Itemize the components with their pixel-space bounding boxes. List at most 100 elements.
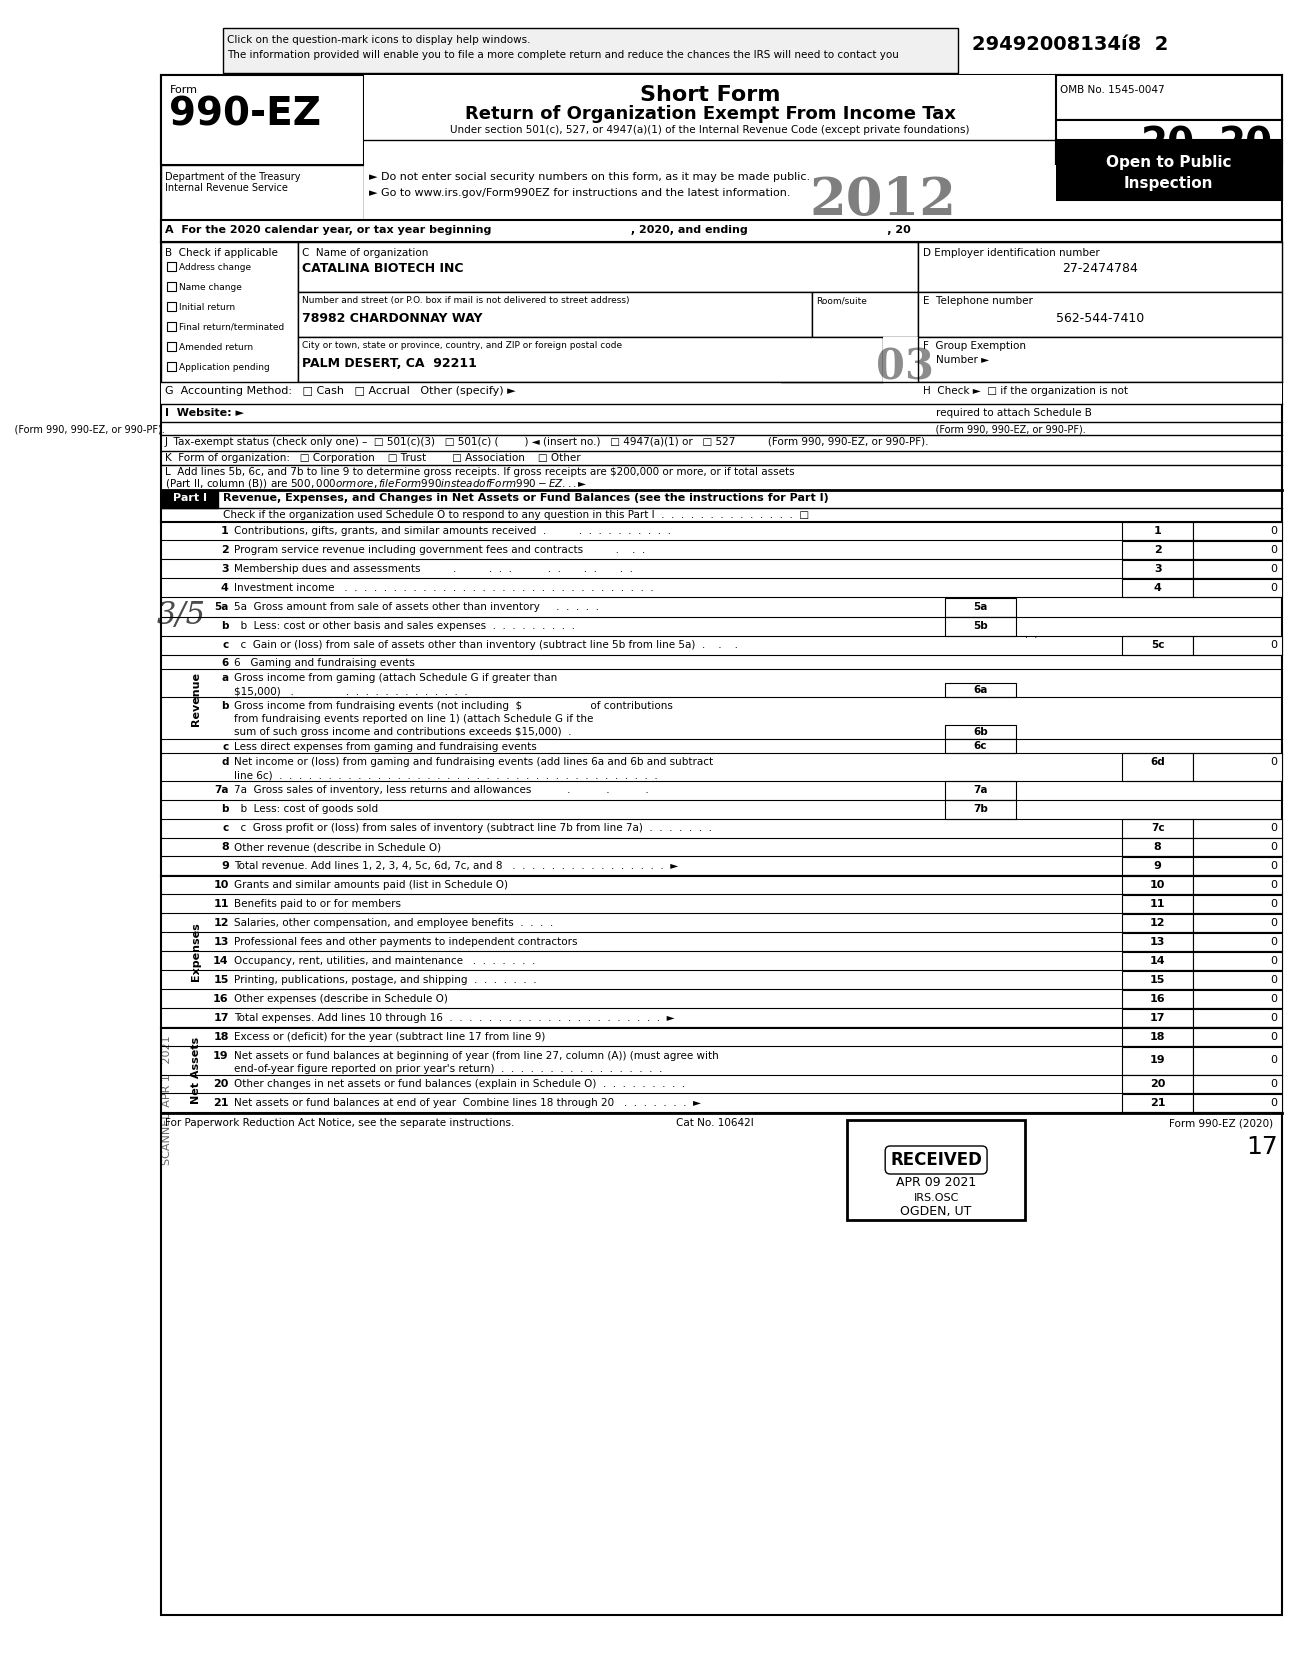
Text: 1: 1 xyxy=(1153,526,1161,536)
Text: Net income or (loss) from gaming and fundraising events (add lines 6a and 6b and: Net income or (loss) from gaming and fun… xyxy=(235,758,713,767)
Text: 5b: 5b xyxy=(973,620,988,630)
Text: 0: 0 xyxy=(1270,1012,1278,1024)
Bar xyxy=(945,801,1016,819)
Bar xyxy=(1194,637,1282,655)
Bar xyxy=(1122,991,1194,1007)
Bar xyxy=(161,490,218,508)
Text: Open to Public
Inspection: Open to Public Inspection xyxy=(1105,155,1231,190)
Text: Application pending: Application pending xyxy=(179,362,270,372)
Bar xyxy=(161,220,1282,241)
Bar xyxy=(364,165,1056,220)
Text: CATALINA BIOTECH INC: CATALINA BIOTECH INC xyxy=(302,261,464,275)
Bar xyxy=(1122,877,1194,895)
Text: .  .: . . xyxy=(1025,630,1037,640)
Text: 78982 CHARDONNAY WAY: 78982 CHARDONNAY WAY xyxy=(302,313,483,324)
Bar xyxy=(1194,1075,1282,1093)
Text: b: b xyxy=(222,701,229,711)
Bar xyxy=(1194,839,1282,857)
Bar xyxy=(1194,819,1282,839)
Bar xyxy=(1194,857,1282,875)
Text: b: b xyxy=(222,620,229,630)
Bar xyxy=(167,303,176,311)
Text: 14: 14 xyxy=(1150,956,1165,966)
Text: Professional fees and other payments to independent contractors: Professional fees and other payments to … xyxy=(235,938,578,948)
Text: 9: 9 xyxy=(1153,862,1161,872)
Text: Return of Organization Exempt From Income Tax: Return of Organization Exempt From Incom… xyxy=(465,104,955,122)
Bar xyxy=(1056,121,1282,165)
Text: (Form 990, 990-EZ, or 990-PF).: (Form 990, 990-EZ, or 990-PF). xyxy=(3,425,165,435)
Text: J  Tax-exempt status (check only one) –  □ 501(c)(3)   □ 501(c) (        ) ◄ (in: J Tax-exempt status (check only one) – □… xyxy=(165,437,929,447)
Bar xyxy=(945,683,1016,696)
Text: 8: 8 xyxy=(222,842,229,852)
Text: PALM DESERT, CA  92211: PALM DESERT, CA 92211 xyxy=(302,357,477,370)
Text: 11: 11 xyxy=(214,900,229,910)
Text: H  Check ►  □ if the organization is not: H Check ► □ if the organization is not xyxy=(923,385,1128,395)
Text: 17: 17 xyxy=(1150,1012,1165,1024)
Text: 0: 0 xyxy=(1270,956,1278,966)
Text: c: c xyxy=(223,640,229,650)
Text: 6a: 6a xyxy=(973,685,988,695)
Text: 2: 2 xyxy=(222,546,229,556)
Text: 27-2474784: 27-2474784 xyxy=(1063,261,1138,275)
Text: Revenue: Revenue xyxy=(191,672,201,726)
Bar xyxy=(1056,141,1282,200)
Text: Net assets or fund balances at beginning of year (from line 27, column (A)) (mus: Net assets or fund balances at beginning… xyxy=(235,1050,719,1060)
Text: 2: 2 xyxy=(1153,546,1161,556)
Text: 4: 4 xyxy=(1153,582,1161,594)
Text: b  Less: cost or other basis and sales expenses  .  .  .  .  .  .  .  .  .: b Less: cost or other basis and sales ex… xyxy=(235,620,575,630)
Text: Internal Revenue Service: Internal Revenue Service xyxy=(165,184,288,194)
Text: 14: 14 xyxy=(213,956,229,966)
Text: Check if the organization used Schedule O to respond to any question in this Par: Check if the organization used Schedule … xyxy=(223,509,809,519)
Text: 13: 13 xyxy=(1150,938,1165,948)
Text: 0: 0 xyxy=(1270,1032,1278,1042)
Text: 6c: 6c xyxy=(973,741,988,751)
Text: 0: 0 xyxy=(1270,842,1278,852)
Bar xyxy=(1056,74,1282,121)
Text: 7a  Gross sales of inventory, less returns and allowances           .           : 7a Gross sales of inventory, less return… xyxy=(235,786,649,796)
Bar xyxy=(167,261,176,271)
Text: Under section 501(c), 527, or 4947(a)(1) of the Internal Revenue Code (except pr: Under section 501(c), 527, or 4947(a)(1)… xyxy=(450,126,969,136)
Text: 10: 10 xyxy=(214,880,229,890)
Text: Other changes in net assets or fund balances (explain in Schedule O)  .  .  .  .: Other changes in net assets or fund bala… xyxy=(235,1078,686,1088)
Text: 16: 16 xyxy=(213,994,229,1004)
Bar xyxy=(1194,971,1282,989)
Text: 7c: 7c xyxy=(1151,824,1165,834)
Bar xyxy=(919,241,1282,293)
Text: 12: 12 xyxy=(1150,918,1165,928)
Bar xyxy=(1194,1009,1282,1027)
Text: c  Gain or (loss) from sale of assets other than inventory (subtract line 5b fro: c Gain or (loss) from sale of assets oth… xyxy=(235,640,739,650)
Text: required to attach Schedule B: required to attach Schedule B xyxy=(923,409,1091,418)
Text: 1: 1 xyxy=(222,526,229,536)
Text: 0: 0 xyxy=(1270,862,1278,872)
Text: Department of the Treasury: Department of the Treasury xyxy=(165,172,301,182)
Text: Name change: Name change xyxy=(179,283,242,293)
Text: Total expenses. Add lines 10 through 16  .  .  .  .  .  .  .  .  .  .  .  .  .  : Total expenses. Add lines 10 through 16 … xyxy=(235,1012,675,1024)
Bar xyxy=(1122,523,1194,539)
Text: 6d: 6d xyxy=(1151,758,1165,767)
Text: Occupancy, rent, utilities, and maintenance   .  .  .  .  .  .  .: Occupancy, rent, utilities, and maintena… xyxy=(235,956,535,966)
Text: 0: 0 xyxy=(1270,824,1278,834)
Text: 5a  Gross amount from sale of assets other than inventory     .  .  .  .  .: 5a Gross amount from sale of assets othe… xyxy=(235,602,599,612)
Bar xyxy=(161,74,364,165)
Text: 6   Gaming and fundraising events: 6 Gaming and fundraising events xyxy=(235,658,415,668)
Text: Less direct expenses from gaming and fundraising events: Less direct expenses from gaming and fun… xyxy=(235,743,537,753)
Text: Click on the question-mark icons to display help windows.: Click on the question-mark icons to disp… xyxy=(227,35,530,45)
Bar xyxy=(1194,579,1282,597)
Bar xyxy=(945,739,1016,753)
Text: 29492008134í8  2: 29492008134í8 2 xyxy=(972,35,1168,55)
Text: For Paperwork Reduction Act Notice, see the separate instructions.: For Paperwork Reduction Act Notice, see … xyxy=(165,1118,515,1128)
Text: Gross income from gaming (attach Schedule G if greater than: Gross income from gaming (attach Schedul… xyxy=(235,673,557,683)
Text: c  Gross profit or (loss) from sales of inventory (subtract line 7b from line 7a: c Gross profit or (loss) from sales of i… xyxy=(235,824,712,834)
Text: 16: 16 xyxy=(1150,994,1165,1004)
Text: Initial return: Initial return xyxy=(179,303,236,313)
Text: K  Form of organization:   □ Corporation    □ Trust        □ Association    □ Ot: K Form of organization: □ Corporation □ … xyxy=(165,453,581,463)
Text: ► Do not enter social security numbers on this form, as it may be made public.: ► Do not enter social security numbers o… xyxy=(369,172,810,182)
Text: b  Less: cost of goods sold: b Less: cost of goods sold xyxy=(235,804,378,814)
Bar xyxy=(919,382,1282,404)
Text: 562-544-7410: 562-544-7410 xyxy=(1056,313,1144,324)
Text: 7a: 7a xyxy=(214,786,229,796)
Bar xyxy=(1122,1093,1194,1111)
Text: 03: 03 xyxy=(876,347,934,389)
Text: 3/5: 3/5 xyxy=(157,600,206,630)
Text: Membership dues and assessments          .          .  .  .           .  .      : Membership dues and assessments . . . . … xyxy=(235,564,634,574)
